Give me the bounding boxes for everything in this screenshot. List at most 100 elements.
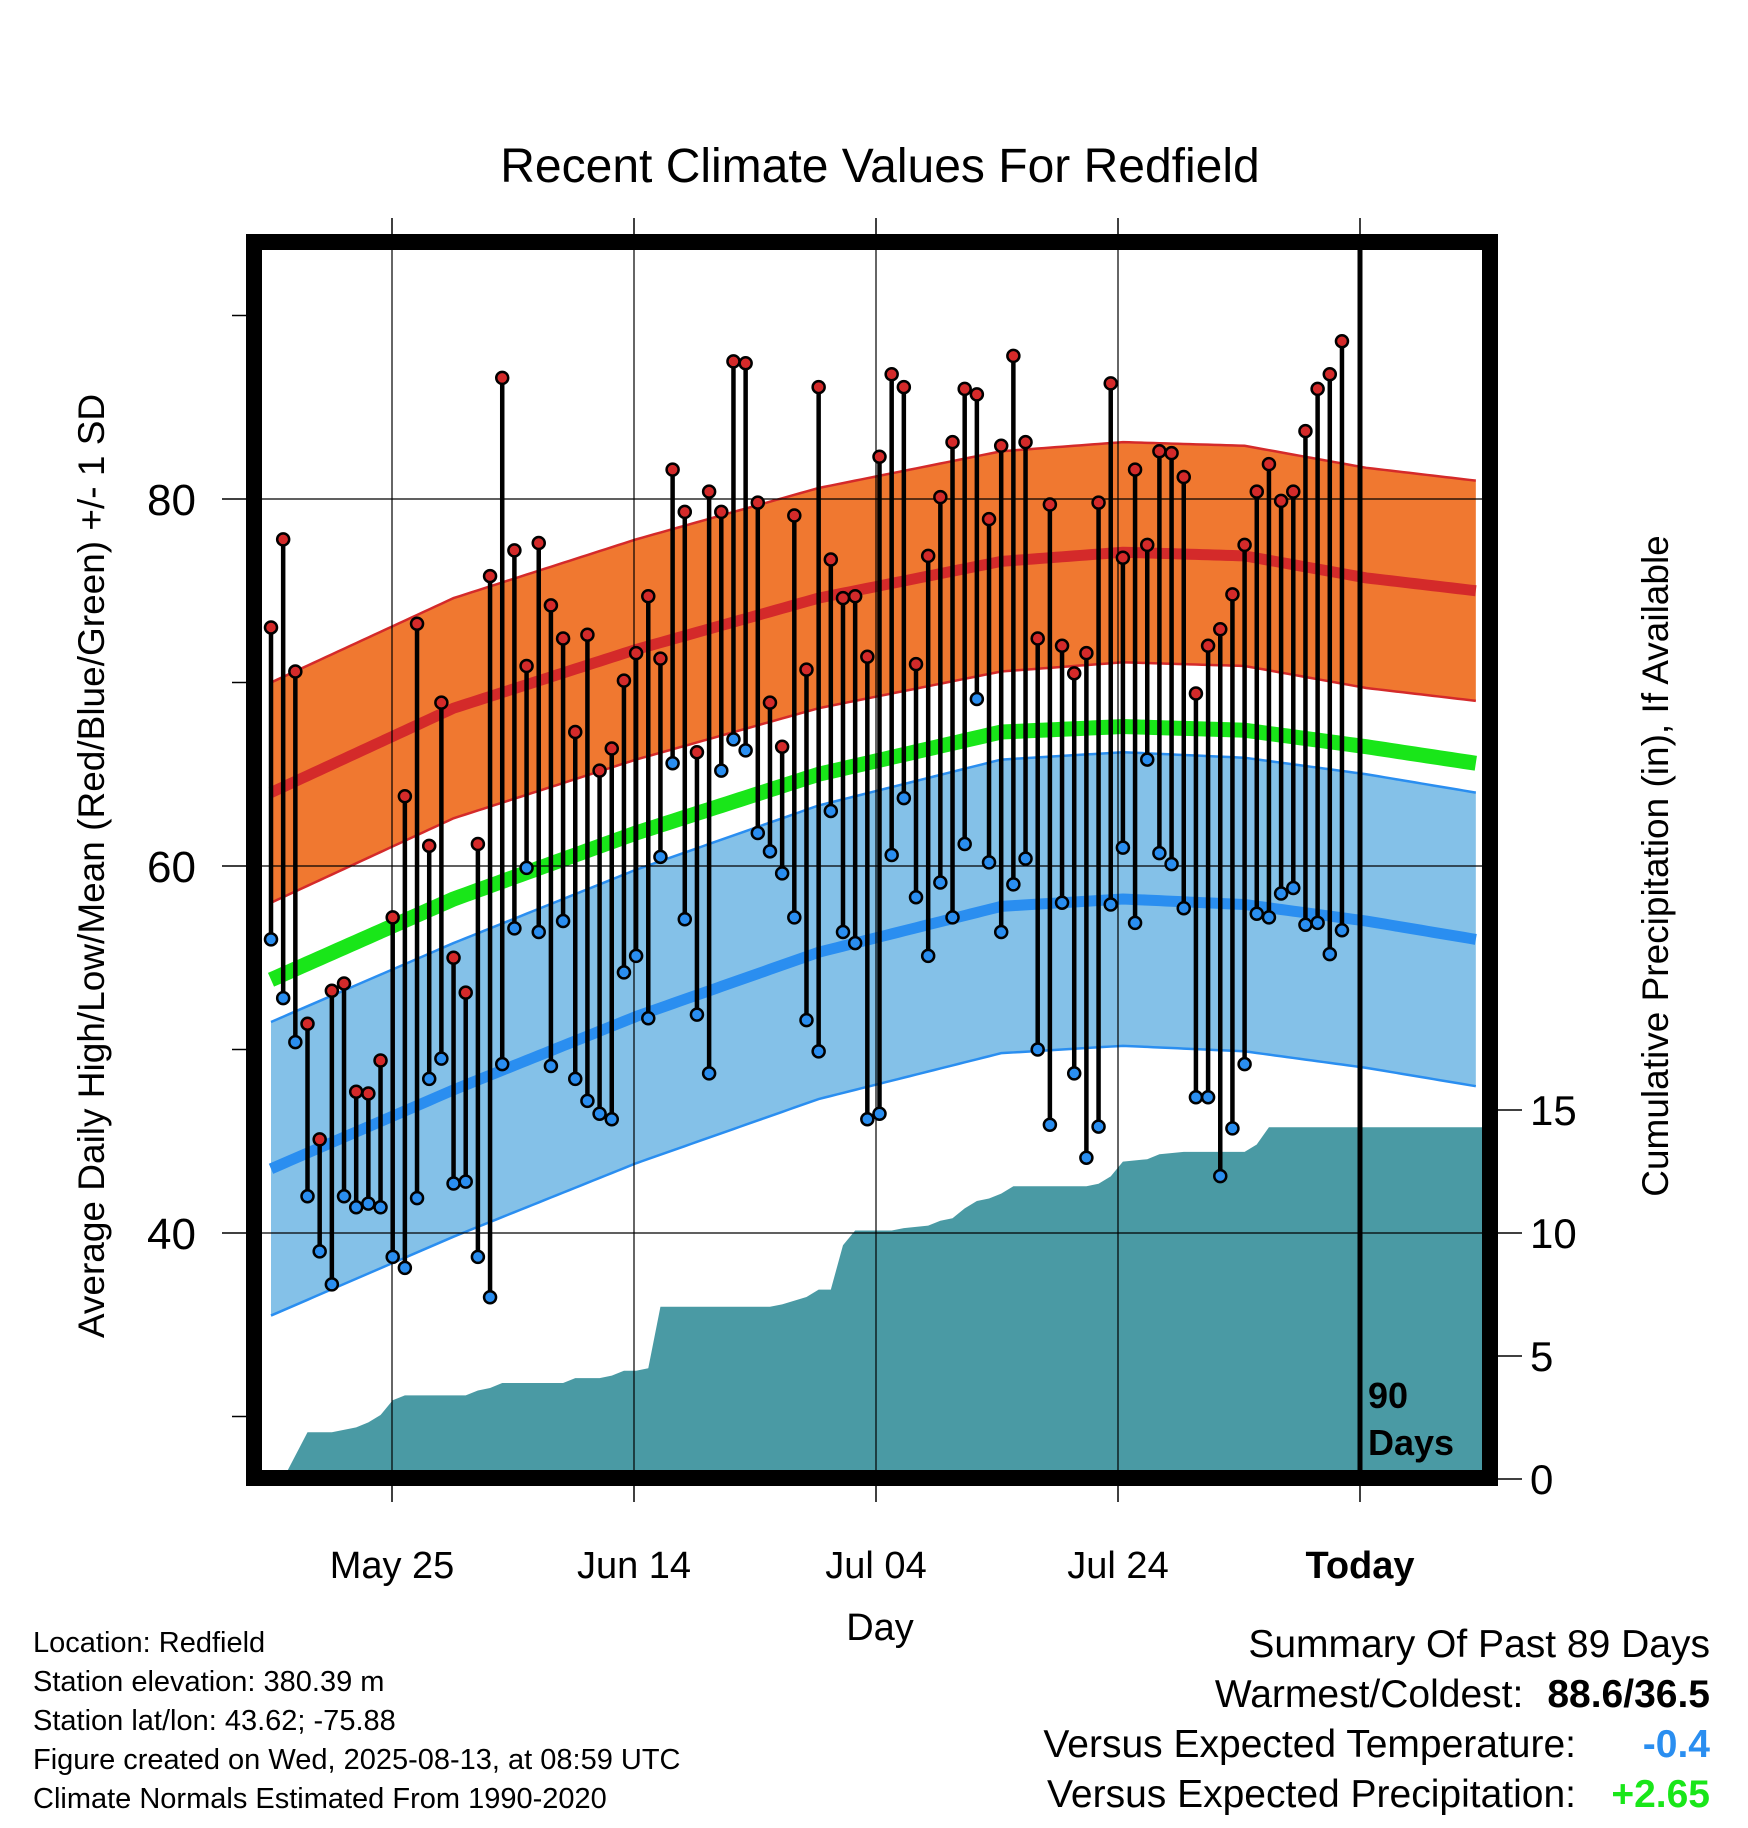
daily-high-point bbox=[568, 724, 583, 740]
daily-high-point bbox=[762, 695, 778, 710]
x-axis-label: Day bbox=[846, 1607, 914, 1649]
daily-high-point bbox=[1249, 484, 1265, 499]
daily-high-point bbox=[1103, 376, 1118, 391]
daily-high-point bbox=[1054, 638, 1070, 654]
x-tick-label: Today bbox=[1305, 1545, 1414, 1587]
daily-low-point bbox=[592, 1106, 607, 1121]
daily-low-point bbox=[1066, 1066, 1082, 1081]
warm-cold-value: 88.6/36.5 bbox=[1547, 1673, 1710, 1716]
y-axis-label-left: Average Daily High/Low/Mean (Red/Blue/Gr… bbox=[71, 394, 112, 1338]
daily-low-point bbox=[1273, 886, 1289, 901]
daily-low-point bbox=[421, 1071, 437, 1087]
daily-high-point bbox=[1042, 497, 1058, 512]
daily-low-point bbox=[714, 763, 729, 778]
daily-low-point bbox=[1249, 906, 1265, 921]
daily-low-point bbox=[1322, 946, 1338, 962]
y-tick-label-left: 40 bbox=[147, 1210, 196, 1259]
daily-low-point bbox=[1200, 1089, 1216, 1105]
daily-high-point bbox=[434, 695, 449, 710]
daily-high-point bbox=[348, 1084, 364, 1099]
daily-low-point bbox=[860, 1111, 875, 1127]
daily-low-point bbox=[446, 1176, 461, 1191]
daily-low-point bbox=[385, 1249, 400, 1265]
y-tick-label-left: 60 bbox=[147, 843, 196, 892]
daily-high-point bbox=[312, 1132, 327, 1147]
daily-high-point bbox=[470, 836, 486, 852]
daily-low-point bbox=[1237, 1056, 1252, 1072]
daily-high-point bbox=[1115, 550, 1131, 565]
daily-high-point bbox=[543, 598, 559, 613]
daily-low-point bbox=[1176, 900, 1191, 916]
location-text: Location: Redfield bbox=[33, 1627, 266, 1659]
daily-low-point bbox=[787, 910, 802, 925]
daily-high-point bbox=[750, 495, 766, 510]
daily-low-point bbox=[543, 1058, 559, 1074]
summary-precip: Versus Expected Precipitation: +2.65 bbox=[1043, 1770, 1710, 1820]
daily-high-point bbox=[896, 379, 912, 395]
daily-high-point bbox=[385, 910, 400, 925]
chart-title: Recent Climate Values For Redfield bbox=[500, 140, 1259, 193]
daily-low-point bbox=[799, 1012, 814, 1028]
daily-high-point bbox=[1322, 366, 1338, 382]
daily-high-point bbox=[714, 504, 729, 520]
daily-high-point bbox=[945, 434, 960, 450]
precip-anomaly-value: +2.65 bbox=[1611, 1773, 1710, 1816]
daily-high-point bbox=[1200, 638, 1216, 654]
daily-high-point bbox=[531, 535, 546, 551]
daily-low-point bbox=[336, 1189, 352, 1204]
daily-high-point bbox=[592, 763, 607, 778]
daily-low-point bbox=[555, 913, 571, 929]
y-axis-label-right: Cumulative Precipitation (in), If Availa… bbox=[1635, 535, 1676, 1197]
normal-high-line bbox=[268, 546, 1477, 798]
created-text: Figure created on Wed, 2025-08-13, at 08… bbox=[33, 1744, 681, 1776]
daily-low-point bbox=[933, 875, 948, 890]
normal-low-line bbox=[268, 893, 1477, 1174]
daily-high-point bbox=[1310, 381, 1325, 397]
daily-low-point bbox=[1334, 922, 1350, 938]
precip-area bbox=[283, 1127, 1482, 1470]
daily-low-point bbox=[641, 1011, 656, 1026]
daily-low-point bbox=[908, 889, 924, 905]
daily-high-point bbox=[1188, 686, 1204, 701]
normal-low-band bbox=[271, 752, 1476, 1316]
daily-low-point bbox=[701, 1066, 717, 1081]
daily-high-point bbox=[397, 789, 413, 804]
daily-low-point bbox=[738, 743, 753, 758]
daily-low-point bbox=[397, 1260, 413, 1276]
daily-high-point bbox=[1030, 631, 1045, 646]
daily-low-point bbox=[1103, 897, 1118, 912]
daily-low-point bbox=[494, 1056, 510, 1072]
daily-low-point bbox=[628, 948, 644, 964]
daily-low-point bbox=[1030, 1042, 1045, 1057]
daily-low-point bbox=[957, 836, 972, 852]
daily-high-point bbox=[981, 511, 997, 527]
daily-high-point bbox=[1237, 537, 1252, 553]
daily-low-point bbox=[1018, 851, 1033, 866]
daily-high-point bbox=[677, 504, 693, 520]
summary-warm-cold: Warmest/Coldest: 88.6/36.5 bbox=[1043, 1670, 1710, 1720]
y-tick-label-right: 10 bbox=[1530, 1210, 1577, 1257]
daily-high-point bbox=[604, 741, 620, 756]
daily-low-point bbox=[312, 1244, 327, 1259]
daily-high-point bbox=[1334, 333, 1350, 349]
daily-low-point bbox=[1006, 877, 1021, 892]
daily-high-point bbox=[957, 381, 972, 397]
daily-low-point bbox=[1261, 910, 1277, 925]
daily-low-point bbox=[1042, 1117, 1058, 1132]
daily-high-point bbox=[336, 976, 352, 991]
summary-title: Summary Of Past 89 Days bbox=[1248, 1623, 1710, 1666]
daily-high-point bbox=[823, 552, 839, 567]
daily-high-point bbox=[519, 658, 534, 674]
daily-low-point bbox=[847, 935, 863, 951]
daily-low-point bbox=[519, 860, 534, 876]
daily-low-point bbox=[1298, 917, 1313, 932]
normal-low-band-lower-edge bbox=[270, 1044, 1477, 1317]
daily-low-point bbox=[872, 1106, 887, 1121]
daily-low-point bbox=[288, 1034, 303, 1050]
daily-high-point bbox=[811, 379, 826, 395]
x-tick-label: May 25 bbox=[330, 1545, 455, 1587]
x-tick-label: Jul 04 bbox=[825, 1545, 926, 1587]
daily-high-point bbox=[908, 656, 924, 672]
daily-high-point bbox=[482, 568, 498, 584]
